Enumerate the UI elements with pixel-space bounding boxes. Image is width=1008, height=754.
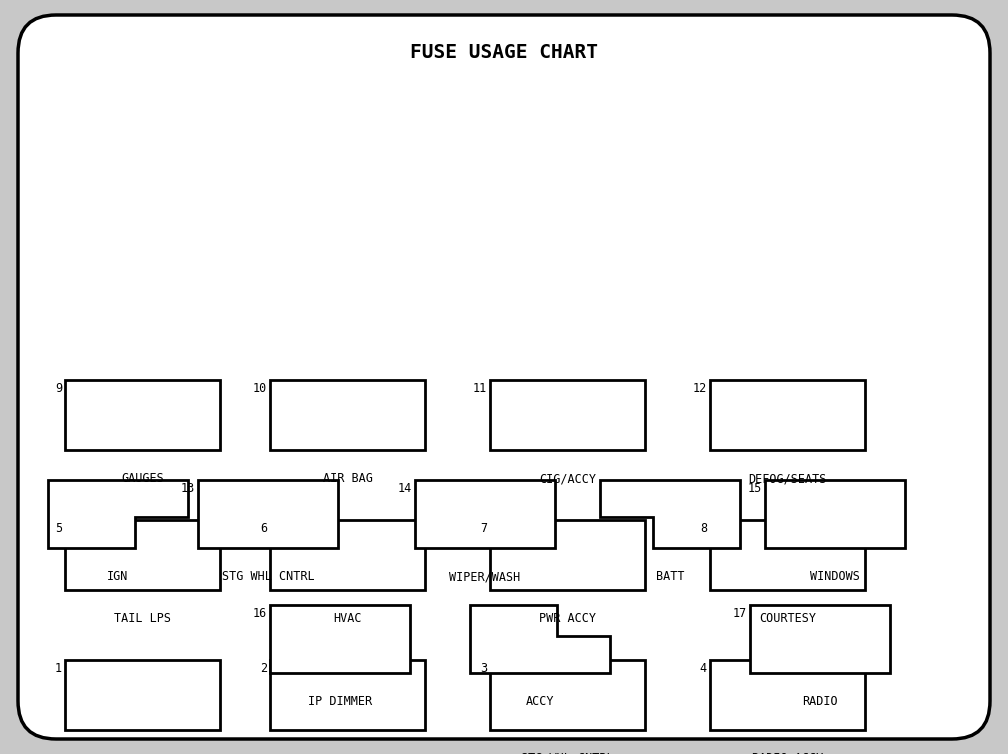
Text: AIR BAG: AIR BAG (323, 472, 372, 485)
Text: HVAC: HVAC (334, 612, 362, 625)
Bar (270, 605, 410, 673)
Polygon shape (48, 480, 188, 548)
Bar (65, 660, 220, 730)
Text: GAUGES: GAUGES (121, 472, 164, 485)
Text: 3: 3 (480, 662, 487, 675)
Text: 14: 14 (398, 482, 412, 495)
Polygon shape (470, 605, 610, 673)
Bar (710, 520, 865, 590)
Text: WIPER/WASH: WIPER/WASH (450, 570, 520, 583)
Text: RADIO ACCY: RADIO ACCY (752, 752, 824, 754)
Text: FUSE USAGE CHART: FUSE USAGE CHART (410, 42, 598, 62)
Text: 17: 17 (733, 607, 747, 620)
Bar (65, 520, 220, 590)
Text: IGN: IGN (107, 570, 129, 583)
Text: TAIL LPS: TAIL LPS (114, 612, 171, 625)
Text: TURN B/U STG WHL CNTRL: TURN B/U STG WHL CNTRL (269, 752, 425, 754)
Text: 2: 2 (260, 662, 267, 675)
Bar (490, 660, 645, 730)
Bar (270, 380, 425, 450)
Bar (198, 480, 338, 548)
Bar (765, 480, 905, 548)
Bar (710, 660, 865, 730)
Bar (710, 380, 865, 450)
Bar (490, 520, 645, 590)
Text: CIG/ACCY: CIG/ACCY (539, 472, 596, 485)
Text: 10: 10 (253, 382, 267, 395)
Text: 12: 12 (692, 382, 707, 395)
Text: 15: 15 (748, 482, 762, 495)
Text: 8: 8 (700, 522, 707, 535)
Text: ACCY: ACCY (526, 695, 554, 708)
Text: PWR ACCY: PWR ACCY (539, 612, 596, 625)
Text: 13: 13 (180, 482, 195, 495)
Text: DEFOG/SEATS: DEFOG/SEATS (748, 472, 827, 485)
Text: COURTESY: COURTESY (759, 612, 816, 625)
Text: WINDOWS: WINDOWS (810, 570, 860, 583)
Text: 7: 7 (480, 522, 487, 535)
Bar (415, 480, 555, 548)
Polygon shape (600, 480, 740, 548)
Bar (270, 660, 425, 730)
Text: STOP/HAZARD: STOP/HAZARD (103, 752, 181, 754)
Bar (750, 605, 890, 673)
Bar (490, 380, 645, 450)
Text: IP DIMMER: IP DIMMER (307, 695, 372, 708)
Text: STG WHL CNTRL: STG WHL CNTRL (521, 752, 614, 754)
Text: 16: 16 (253, 607, 267, 620)
Text: 11: 11 (473, 382, 487, 395)
FancyBboxPatch shape (18, 15, 990, 739)
Text: STG WHL CNTRL: STG WHL CNTRL (222, 570, 314, 583)
Text: BATT: BATT (656, 570, 684, 583)
Text: 6: 6 (260, 522, 267, 535)
Bar (270, 520, 425, 590)
Text: RADIO: RADIO (802, 695, 838, 708)
Text: 1: 1 (54, 662, 62, 675)
Text: 5: 5 (54, 522, 62, 535)
Text: 9: 9 (54, 382, 62, 395)
Text: 4: 4 (700, 662, 707, 675)
Bar (65, 380, 220, 450)
